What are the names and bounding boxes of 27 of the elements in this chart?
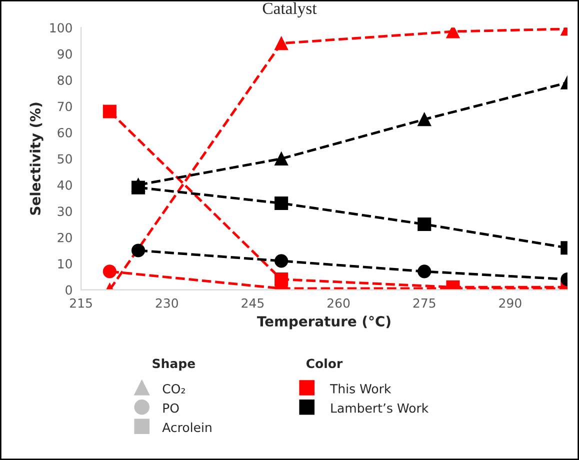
y-tick-label: 50 bbox=[58, 154, 72, 164]
x-tick-label: 260 bbox=[328, 298, 350, 308]
y-tick-label: 20 bbox=[58, 232, 72, 242]
text: PO bbox=[163, 403, 179, 413]
y-tick-label: 80 bbox=[58, 76, 72, 85]
text: Shape bbox=[152, 358, 195, 371]
text: Color bbox=[306, 358, 343, 368]
x-tick-label: 290 bbox=[499, 298, 522, 308]
x-axis-title: Temperature (°C) bbox=[257, 316, 390, 330]
y-axis-title: Selectivity (%) bbox=[30, 102, 44, 215]
chart-title: Catalyst bbox=[262, 2, 317, 18]
text: This Work bbox=[330, 384, 392, 394]
y-tick-label: 40 bbox=[57, 180, 72, 190]
y-tick-label: 70 bbox=[58, 102, 72, 112]
y-tick-label: 30 bbox=[58, 206, 72, 216]
x-tick-label: 245 bbox=[242, 298, 264, 308]
y-tick-label: 100 bbox=[50, 23, 72, 33]
x-tick-label: 275 bbox=[413, 298, 436, 308]
text: Acrolein bbox=[162, 422, 212, 432]
y-tick-label: 60 bbox=[58, 128, 72, 138]
y-tick-label: 90 bbox=[58, 49, 72, 59]
x-tick-label: 215 bbox=[70, 298, 92, 308]
text: Lambert’s Work bbox=[331, 403, 429, 413]
y-tick-label: 10 bbox=[58, 259, 72, 269]
text: CO₂ bbox=[162, 384, 185, 394]
x-tick-label: 230 bbox=[156, 298, 178, 308]
y-tick-label: 0 bbox=[66, 285, 72, 295]
